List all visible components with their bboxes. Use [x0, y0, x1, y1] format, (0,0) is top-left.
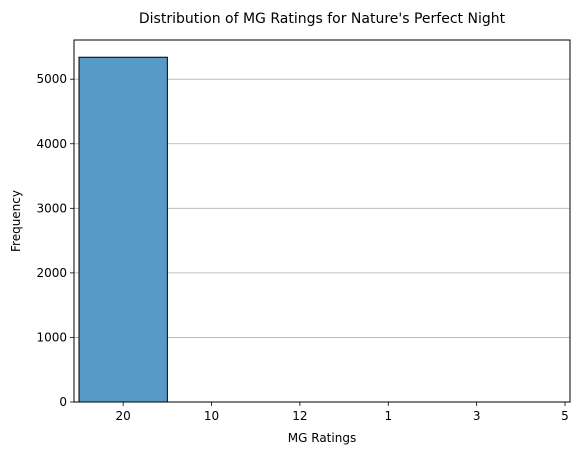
y-tick-label: 3000 — [36, 201, 67, 215]
bars — [78, 56, 168, 403]
y-axis: 0 1000 2000 3000 4000 5000 — [36, 72, 74, 409]
x-tick-label: 1 — [384, 409, 392, 423]
x-tick-label: 12 — [292, 409, 307, 423]
x-axis: 20 10 12 1 3 5 — [116, 402, 569, 423]
bar-20 — [78, 56, 168, 403]
plot-frame — [73, 39, 571, 403]
y-tick-label: 4000 — [36, 137, 67, 151]
y-axis-label: Frequency — [9, 190, 23, 252]
chart-title: Distribution of MG Ratings for Nature's … — [139, 11, 506, 27]
x-tick-label: 5 — [561, 409, 569, 423]
y-tick-label: 5000 — [36, 72, 67, 86]
y-tick-label: 0 — [59, 395, 67, 409]
x-tick-label: 10 — [204, 409, 219, 423]
x-axis-label: MG Ratings — [288, 431, 356, 445]
x-tick-label: 20 — [116, 409, 131, 423]
y-tick-label: 2000 — [36, 266, 67, 280]
x-tick-label: 3 — [473, 409, 481, 423]
y-tick-label: 1000 — [36, 330, 67, 344]
